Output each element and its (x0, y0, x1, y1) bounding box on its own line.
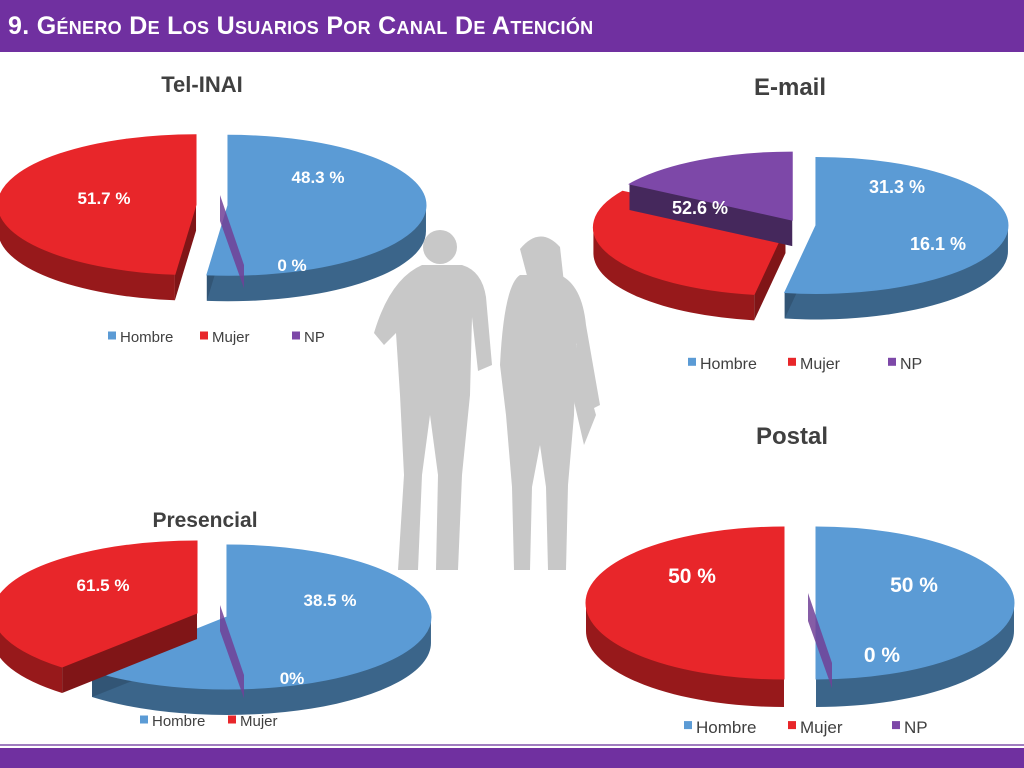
slice-top (0, 134, 197, 275)
slice-sliver (808, 593, 832, 689)
legend-swatch-hombre (688, 357, 696, 366)
slice-cut-face (174, 204, 197, 301)
pie-slice-hombre (815, 526, 1015, 707)
title-word: LOS (167, 12, 210, 40)
data-label-hombre: 51.7 % (78, 189, 131, 208)
slice-side (593, 227, 755, 321)
legend-swatch-np (892, 721, 900, 730)
data-label-np: 16.1 % (910, 234, 966, 254)
legend-swatch-np (888, 357, 896, 366)
chart-title: Tel-INAI (161, 72, 242, 97)
header-bar: 9. GÉNERO DE LOS USUARIOS POR CANAL DE A… (0, 0, 1024, 52)
slice-top (783, 156, 1009, 294)
pie-slice-mujer (0, 134, 197, 301)
slice-side (92, 616, 431, 715)
data-label-mujer: 38.5 % (304, 591, 357, 610)
legend-swatch-mujer (788, 357, 796, 366)
legend-swatch-hombre (684, 721, 692, 730)
chart-title: Presencial (152, 509, 257, 532)
data-label-mujer: 31.3 % (869, 177, 925, 197)
legend-label-mujer: Mujer (800, 356, 841, 373)
footer-bar (0, 744, 1024, 768)
legend-label-hombre: Hombre (696, 718, 756, 737)
data-label-hombre: 50 % (668, 565, 716, 588)
pie-slice-np (220, 195, 244, 289)
slice-side (0, 631, 63, 694)
data-label-np: 0 % (864, 644, 901, 667)
pie-slice-np (808, 593, 832, 689)
slide-title: 9. GÉNERO DE LOS USUARIOS POR CANAL DE A… (8, 10, 593, 44)
pie-slice-np (628, 151, 793, 247)
data-label-np: 0% (280, 669, 305, 688)
data-label-hombre: 61.5 % (77, 576, 130, 595)
pie-slice-hombre (783, 156, 1009, 320)
slice-sliver (220, 195, 244, 289)
title-word: USUARIOS (216, 12, 320, 40)
data-label-mujer: 50 % (890, 574, 938, 597)
slice-top (0, 540, 198, 668)
title-number: 9. (8, 12, 30, 40)
title-word: POR (326, 12, 371, 40)
slice-top (206, 134, 427, 276)
pie-slice-hombre (90, 544, 432, 715)
legend-swatch-mujer (228, 715, 236, 724)
pie-slice-mujer (585, 526, 785, 707)
legend-swatch-np (292, 331, 300, 340)
legend-label-np: NP (304, 329, 325, 346)
chart-title: Postal (756, 423, 828, 450)
slice-sliver (220, 605, 244, 699)
pie-slice-np (220, 605, 244, 699)
pie-slice-hombre (206, 134, 427, 302)
title-word: GÉNERO (36, 12, 122, 40)
title-word: ATENCIÓN (491, 12, 594, 40)
legend-label-hombre: Hombre (152, 713, 205, 730)
legend-swatch-hombre (140, 715, 148, 724)
slice-cut-face (62, 613, 198, 694)
slice-side (206, 205, 426, 302)
legend-label-np: NP (900, 356, 922, 373)
slice-side (784, 225, 1008, 320)
couple-silhouette-image (374, 230, 600, 570)
legend-label-mujer: Mujer (212, 329, 250, 346)
legend-label-mujer: Mujer (240, 713, 278, 730)
data-label-hombre: 52.6 % (672, 198, 728, 218)
slice-side (816, 603, 1014, 707)
chart-title: E-mail (754, 74, 826, 101)
slice-side (0, 214, 175, 301)
pie-slice-mujer (0, 540, 198, 694)
legend-swatch-mujer (788, 721, 796, 730)
title-word: DE (129, 12, 160, 40)
legend-label-mujer: Mujer (800, 718, 843, 737)
slice-cut-face (629, 184, 793, 247)
slice-top (815, 526, 1015, 680)
legend-label-np: NP (904, 718, 928, 737)
slice-top (90, 544, 432, 690)
slice-top (585, 526, 785, 680)
data-label-np: 0 % (277, 256, 306, 275)
slice-top (628, 151, 793, 221)
title-word: CANAL (378, 12, 448, 40)
title-word: DE (454, 12, 486, 40)
slice-side (586, 603, 784, 707)
legend-swatch-hombre (108, 331, 116, 340)
legend-label-hombre: Hombre (700, 356, 757, 373)
data-label-mujer: 48.3 % (292, 168, 345, 187)
legend-label-hombre: Hombre (120, 329, 173, 346)
legend-swatch-mujer (200, 331, 208, 340)
